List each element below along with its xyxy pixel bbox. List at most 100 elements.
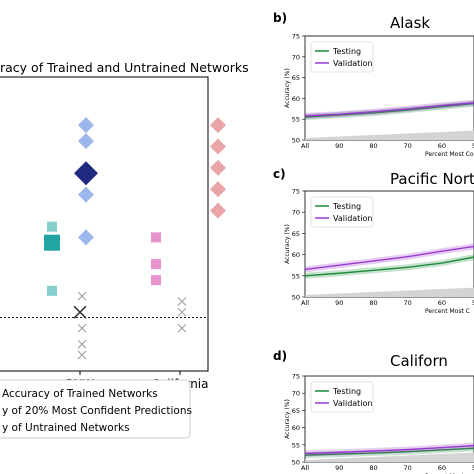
panel-legend-frame: [310, 381, 374, 413]
confident-point: [210, 202, 226, 219]
x-tick-label: 60: [438, 142, 446, 150]
x-tick-label: 50: [472, 299, 474, 307]
x-tick-label: 90: [335, 142, 343, 150]
x-tick-label: All: [301, 299, 309, 307]
x-tick-label: 70: [404, 299, 412, 307]
panel-label: b): [273, 11, 287, 25]
line-panel: d)Californ505560657075All9080706050Perce…: [273, 349, 474, 474]
legend-entry: Validation: [333, 399, 373, 408]
trained-point: [47, 221, 57, 232]
untrained-point-stroke: [177, 323, 187, 333]
trained-point: [151, 259, 161, 270]
series-line: [304, 444, 474, 455]
trained-point: [151, 232, 161, 243]
panel-a-frame: [0, 76, 209, 372]
untrained-point: [177, 323, 187, 333]
untrained-point-stroke: [77, 291, 87, 301]
y-tick-label: 60: [292, 424, 300, 432]
y-axis-label: Accuracy (%): [284, 399, 291, 439]
x-tick-label: 80: [369, 464, 377, 472]
confident-point: [74, 161, 98, 186]
distribution-area: [305, 450, 474, 462]
y-tick-label: 50: [292, 294, 300, 302]
legend-frame: [0, 379, 191, 439]
untrained-point-stroke: [73, 305, 87, 319]
confident-point: [78, 229, 94, 246]
confident-point: [78, 117, 94, 134]
panel-legend-frame: [310, 196, 374, 228]
series-line: [304, 245, 474, 271]
y-axis-label: Accuracy (%): [284, 68, 291, 108]
line-panel: b)Alask505560657075All9080706050Percent …: [273, 11, 474, 158]
panel-a-title: racy of Trained and Untrained Networks: [0, 60, 249, 75]
untrained-point-stroke: [177, 297, 187, 306]
series-line: [304, 102, 474, 118]
y-tick-label: 60: [292, 95, 300, 103]
x-tick-label: 50: [472, 464, 474, 472]
y-tick-label: 50: [292, 459, 300, 467]
untrained-point-stroke: [77, 323, 87, 333]
series-line: [304, 447, 474, 456]
untrained-point-stroke: [77, 350, 87, 360]
x-tick-label: 80: [369, 142, 377, 150]
x-axis-label: Percent Most Co: [425, 151, 474, 158]
y-tick-label: 55: [292, 272, 300, 280]
panel-title: Pacific Nort: [390, 170, 474, 188]
untrained-point: [177, 297, 187, 306]
legend-entry: Validation: [333, 214, 373, 223]
x-tick-label: All: [301, 464, 309, 472]
y-tick-label: 55: [292, 441, 300, 449]
y-tick-label: 50: [292, 137, 300, 145]
legend-entry: Testing: [332, 387, 361, 396]
series-line: [304, 102, 474, 117]
trained-point: [47, 285, 57, 296]
y-tick-label: 70: [292, 53, 300, 61]
x-tick-label: 70: [404, 142, 412, 150]
series-line: [304, 256, 474, 277]
y-tick-label: 60: [292, 251, 300, 259]
distribution-area: [305, 285, 474, 297]
legend-entry: y of Untrained Networks: [2, 422, 130, 434]
legend-entry: Accuracy of Trained Networks: [2, 388, 158, 400]
confident-point: [210, 159, 226, 176]
untrained-point-stroke: [77, 339, 87, 349]
confident-point: [210, 181, 226, 198]
y-tick-label: 65: [292, 407, 300, 415]
untrained-point: [77, 291, 87, 301]
panel-title: Californ: [390, 352, 448, 370]
untrained-point: [177, 307, 187, 317]
x-tick-label: 90: [335, 299, 343, 307]
line-panel: c)Pacific Nort505560657075All9080706050P…: [273, 167, 474, 315]
untrained-point: [77, 323, 87, 333]
x-tick-label: All: [301, 142, 309, 150]
y-tick-label: 65: [292, 74, 300, 82]
y-tick-label: 65: [292, 230, 300, 238]
x-tick-label: 60: [438, 299, 446, 307]
distribution-area: [305, 128, 474, 140]
x-tick-label: 50: [472, 142, 474, 150]
x-axis-label: Percent Most C: [425, 308, 470, 315]
x-tick-label: 60: [438, 464, 446, 472]
untrained-point-stroke: [177, 307, 187, 317]
confident-point: [78, 133, 94, 150]
untrained-point: [77, 350, 87, 360]
confident-point: [210, 138, 226, 155]
x-tick-label: 90: [335, 464, 343, 472]
y-tick-label: 75: [292, 188, 300, 196]
x-tick-label: 70: [404, 464, 412, 472]
y-tick-label: 70: [292, 390, 300, 398]
y-tick-label: 75: [292, 373, 300, 381]
untrained-point: [77, 339, 87, 349]
y-tick-label: 55: [292, 116, 300, 124]
panel-label: c): [273, 167, 286, 181]
untrained-point: [73, 305, 87, 319]
panel-a-legend: Accuracy of Trained Networks y of 20% Mos…: [0, 379, 192, 439]
confident-point: [78, 186, 94, 203]
legend-entry: Testing: [332, 202, 361, 211]
confident-point: [210, 117, 226, 134]
panel-label: d): [273, 349, 287, 363]
y-axis-label: Accuracy (%): [284, 224, 291, 264]
panel-title: Alask: [390, 14, 430, 32]
legend-entry: Testing: [332, 47, 361, 56]
